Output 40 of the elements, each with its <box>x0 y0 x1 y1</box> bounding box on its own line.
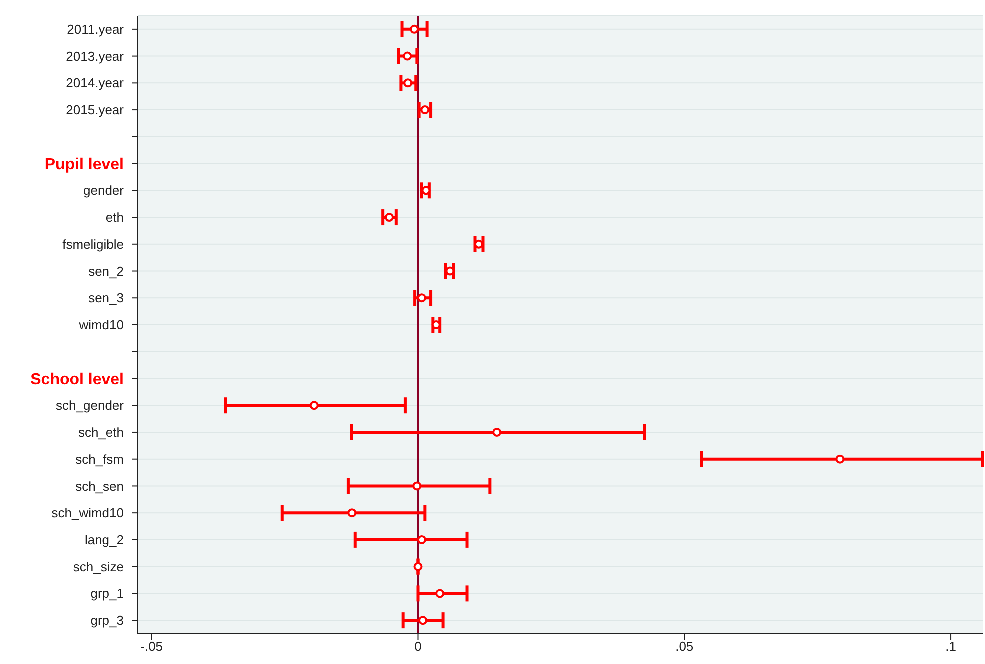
y-tick-label: 2015.year <box>66 102 125 118</box>
point <box>420 106 430 115</box>
point <box>414 562 423 572</box>
y-tick-label: grp_3 <box>90 613 124 628</box>
y-tick-label: wimd10 <box>78 318 124 333</box>
y-tick-label: gender <box>84 183 125 198</box>
point <box>404 78 413 88</box>
point <box>417 535 426 544</box>
y-tick-label: sch_sen <box>76 478 124 494</box>
y-tick-label: 2014.year <box>66 76 125 91</box>
x-tick-label: 0 <box>414 639 422 654</box>
y-tick-label: sch_wimd10 <box>52 506 124 521</box>
point <box>403 52 412 61</box>
y-tick-label: sch_fsm <box>76 452 124 467</box>
y-tick-label: sen_3 <box>88 290 124 306</box>
y-tick-label: sch_gender <box>56 398 125 414</box>
x-tick-label: .05 <box>676 639 694 654</box>
point <box>418 616 428 626</box>
y-tick-label: sch_size <box>73 559 124 574</box>
point <box>384 213 394 222</box>
point <box>412 482 422 491</box>
y-tick-label: grp_1 <box>90 586 124 602</box>
y-tick-label: lang_2 <box>84 532 124 548</box>
x-tick-label: -.05 <box>140 639 164 654</box>
point <box>310 401 319 410</box>
point <box>436 589 445 598</box>
y-tick-label: 2011.year <box>67 22 125 37</box>
point <box>348 508 357 518</box>
y-tick-label: sen_2 <box>88 264 124 279</box>
y-tick-label: Pupil level <box>44 156 124 174</box>
y-tick-label: eth <box>106 210 124 226</box>
point <box>417 294 426 303</box>
y-tick-label: School level <box>30 371 124 388</box>
point <box>410 24 420 34</box>
y-tick-label: sch_eth <box>78 425 124 440</box>
y-tick-label: fsmeligible <box>62 236 124 252</box>
y-tick-label: 2013.year <box>66 48 125 64</box>
point <box>492 428 502 437</box>
x-tick-label: .1 <box>946 639 956 654</box>
point <box>836 454 845 464</box>
